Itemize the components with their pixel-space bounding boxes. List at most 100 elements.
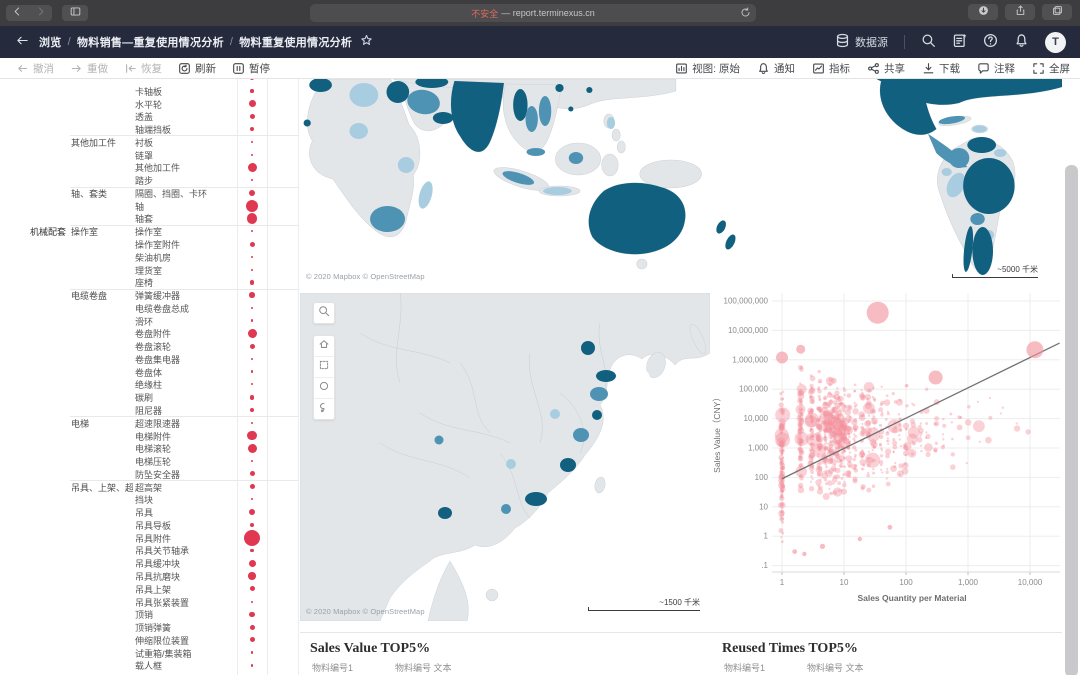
map-search-button[interactable] xyxy=(314,303,334,323)
material-row[interactable]: 卷盘集电器 xyxy=(0,353,298,365)
material-row[interactable]: 伸缩限位装置 xyxy=(0,634,298,646)
toolbar-metric-button[interactable]: 指标 xyxy=(812,61,850,76)
material-row[interactable]: 操作室附件 xyxy=(0,238,298,250)
material-row[interactable]: 轴端挡板 xyxy=(0,123,298,135)
material-row[interactable]: 顶销弹簧 xyxy=(0,621,298,633)
report-list-button[interactable] xyxy=(952,33,967,51)
material-row[interactable]: 电梯滚轮 xyxy=(0,442,298,454)
material-row[interactable]: 座椅 xyxy=(0,276,298,288)
help-button[interactable] xyxy=(983,33,998,51)
favorite-star-icon[interactable] xyxy=(360,34,373,50)
material-name-label: 超高架 xyxy=(135,482,163,493)
toolbar-comment-button[interactable]: 注释 xyxy=(977,61,1015,76)
material-row[interactable]: 防坠安全器 xyxy=(0,468,298,480)
toolbar-download-button[interactable]: 下载 xyxy=(922,61,960,76)
browser-back-button[interactable] xyxy=(6,4,29,22)
toolbar-fullscreen-button[interactable]: 全屏 xyxy=(1032,61,1070,76)
toolbar-undo-button[interactable]: 撤消 xyxy=(16,61,54,76)
notifications-button[interactable] xyxy=(1014,33,1029,51)
datasource-button[interactable]: 数据源 xyxy=(835,33,888,51)
map-circle-select-button[interactable] xyxy=(314,378,334,399)
toolbar-restore-button[interactable]: 恢复 xyxy=(124,61,162,76)
material-row[interactable]: 卷盘附件 xyxy=(0,327,298,339)
address-bar[interactable]: 不安全 — report.terminexus.cn xyxy=(310,4,756,22)
material-row[interactable]: 吊具张紧装置 xyxy=(0,596,298,608)
toolbar-share-button[interactable]: 共享 xyxy=(867,61,905,76)
material-row[interactable]: 卷盘滚轮 xyxy=(0,340,298,352)
material-row[interactable]: 链罩 xyxy=(0,149,298,161)
material-row[interactable]: 柴油机房 xyxy=(0,251,298,263)
material-row[interactable]: 电梯 超速限速器 xyxy=(0,417,298,429)
material-row[interactable]: 吊具关节轴承 xyxy=(0,544,298,556)
reuse-count-dot xyxy=(248,572,256,580)
page-scrollbar-thumb[interactable] xyxy=(1065,165,1078,675)
material-row[interactable]: 吊具、上架、超高..超高架 xyxy=(0,481,298,493)
material-row[interactable]: 理货室 xyxy=(0,264,298,276)
material-row[interactable]: 绝缘柱 xyxy=(0,378,298,390)
reload-icon[interactable] xyxy=(740,7,751,20)
material-row[interactable]: 其他加工件 衬板 xyxy=(0,136,298,148)
tabs-overview-button[interactable] xyxy=(1042,4,1072,20)
material-row[interactable]: 电缆卷盘 弹簧缓冲器 xyxy=(0,289,298,301)
material-row[interactable]: 踏步 xyxy=(0,174,298,186)
material-row[interactable]: 电梯压轮 xyxy=(0,455,298,467)
breadcrumb-item[interactable]: 浏览 xyxy=(39,37,62,49)
material-row[interactable]: 吊具 xyxy=(0,506,298,518)
material-row[interactable]: 机械配套 操作室 操作室 xyxy=(0,225,298,237)
back-arrow-button[interactable] xyxy=(16,34,29,50)
material-row[interactable]: 水平轮 xyxy=(0,98,298,110)
toolbar-bell-button[interactable]: 通知 xyxy=(757,61,795,76)
material-row[interactable]: 卡轴板 xyxy=(0,85,298,97)
reuse-count-dot xyxy=(249,637,255,643)
column-header: 物料编号 文本 xyxy=(395,663,452,673)
material-row[interactable]: 电梯附件 xyxy=(0,430,298,442)
svg-text:.1: .1 xyxy=(761,561,768,570)
china-map-canvas[interactable] xyxy=(300,293,710,621)
material-row[interactable]: 碳刷 xyxy=(0,391,298,403)
material-row[interactable]: 吊具导板 xyxy=(0,519,298,531)
material-name-label: 电梯压轮 xyxy=(135,457,172,468)
map-search-control xyxy=(313,302,335,324)
scatter-plot[interactable]: 100,000,000 10,000,000 1,000,000 100,000 10,… xyxy=(710,293,1062,631)
material-row[interactable]: 载人框 xyxy=(0,659,298,671)
material-row[interactable]: 其他加工件 xyxy=(0,161,298,173)
material-row[interactable]: 顶销 xyxy=(0,608,298,620)
breadcrumb-item[interactable]: 物料销售—重复使用情况分析 xyxy=(76,37,224,49)
material-row[interactable]: 吊具附件 xyxy=(0,529,298,546)
breadcrumb: 浏览 / 物料销售—重复使用情况分析 / 物料重复使用情况分析 xyxy=(39,34,352,50)
map-home-button[interactable] xyxy=(314,336,334,357)
toolbar-redo-button[interactable]: 重做 xyxy=(70,61,108,76)
toolbar-pause-button[interactable]: 暂停 xyxy=(232,61,270,76)
material-row[interactable]: 阻尼器 xyxy=(0,404,298,416)
share-button[interactable] xyxy=(1005,4,1035,20)
world-map-canvas[interactable] xyxy=(300,79,1062,286)
material-row[interactable]: 轴、套类 隔圈、挡圈、卡环 xyxy=(0,187,298,199)
china-sales-map[interactable]: © 2020 Mapbox © OpenStreetMap ~1500 千米 xyxy=(300,293,710,621)
world-sales-map[interactable]: © 2020 Mapbox © OpenStreetMap ~5000 千米 xyxy=(300,79,1062,286)
material-row[interactable]: 挡块 xyxy=(0,493,298,505)
map-rect-select-button[interactable] xyxy=(314,357,334,378)
material-row[interactable]: 电缆卷盘总成 xyxy=(0,302,298,314)
toolbar-label: 刷新 xyxy=(195,62,216,75)
material-row[interactable]: 吊具抗磨块 xyxy=(0,570,298,582)
browser-sidebar-button[interactable] xyxy=(62,5,88,21)
material-row[interactable]: 透盖 xyxy=(0,110,298,122)
material-row[interactable]: 吊具缓冲块 xyxy=(0,557,298,569)
toolbar-refresh-button[interactable]: 刷新 xyxy=(178,61,216,76)
toolbar-viewchart-button[interactable]: 视图: 原始 xyxy=(675,61,740,76)
material-row[interactable]: 滑环 xyxy=(0,315,298,327)
material-row[interactable]: 吊具上架 xyxy=(0,583,298,595)
material-name-label: 柴油机房 xyxy=(135,252,172,263)
user-avatar[interactable]: T xyxy=(1045,31,1066,53)
downloads-button[interactable] xyxy=(968,4,998,20)
material-row[interactable] xyxy=(0,79,298,84)
browser-forward-button[interactable] xyxy=(29,4,52,22)
material-row[interactable]: 轴 xyxy=(0,199,298,212)
material-row[interactable]: 卷盘体 xyxy=(0,366,298,378)
map-lasso-button[interactable] xyxy=(314,399,334,419)
breadcrumb-item[interactable]: 物料重复使用情况分析 xyxy=(239,37,353,49)
material-row[interactable]: 试重箱/集装箱 xyxy=(0,647,298,659)
tabs-icon xyxy=(1052,3,1063,21)
material-row[interactable]: 轴套 xyxy=(0,212,298,224)
search-button[interactable] xyxy=(921,33,936,51)
